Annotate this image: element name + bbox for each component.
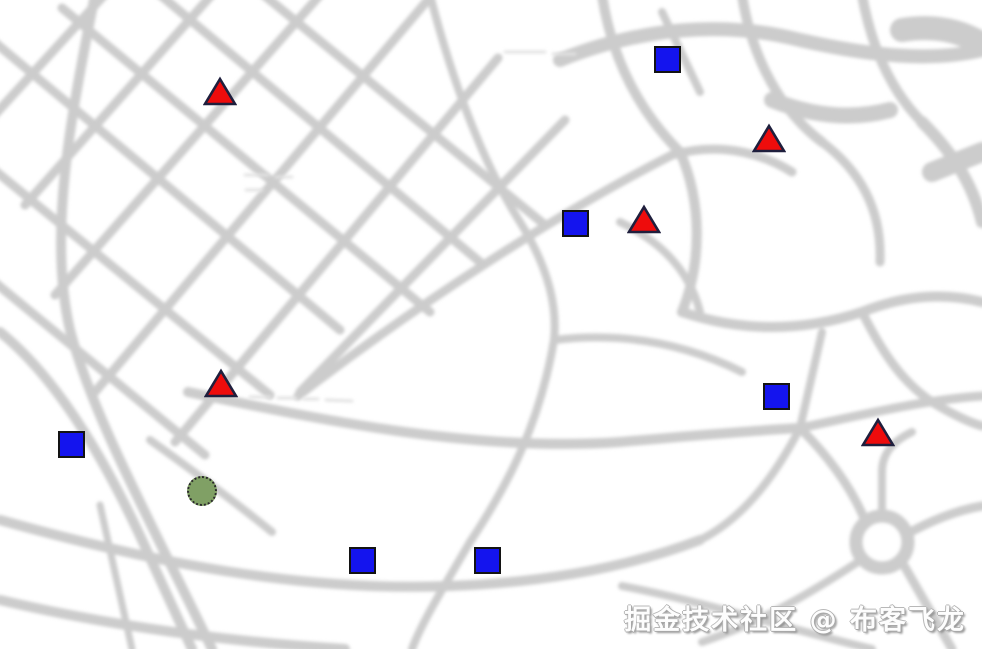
square-marker (58, 431, 85, 458)
square-marker (562, 210, 589, 237)
street-label-smudges (243, 50, 577, 403)
triangle-marker (751, 123, 787, 158)
circle-marker (187, 476, 217, 506)
square-marker (349, 547, 376, 574)
triangle-marker (860, 417, 896, 452)
square-marker (654, 46, 681, 73)
triangle-marker (203, 368, 239, 403)
square-marker (474, 547, 501, 574)
triangle-marker (202, 76, 238, 111)
triangle-marker (626, 204, 662, 239)
square-marker (763, 383, 790, 410)
watermark: 掘金技术社区 @ 布客飞龙 (624, 605, 966, 636)
